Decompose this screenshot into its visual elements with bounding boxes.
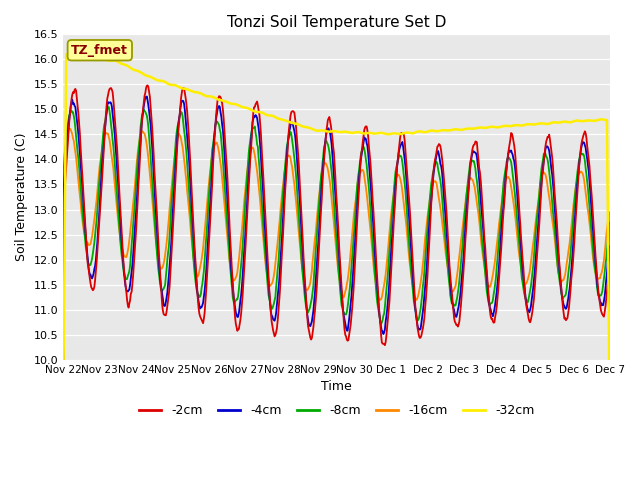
Title: Tonzi Soil Temperature Set D: Tonzi Soil Temperature Set D: [227, 15, 446, 30]
Text: TZ_fmet: TZ_fmet: [72, 44, 128, 57]
Y-axis label: Soil Temperature (C): Soil Temperature (C): [15, 133, 28, 261]
Legend: -2cm, -4cm, -8cm, -16cm, -32cm: -2cm, -4cm, -8cm, -16cm, -32cm: [134, 399, 540, 422]
X-axis label: Time: Time: [321, 381, 352, 394]
